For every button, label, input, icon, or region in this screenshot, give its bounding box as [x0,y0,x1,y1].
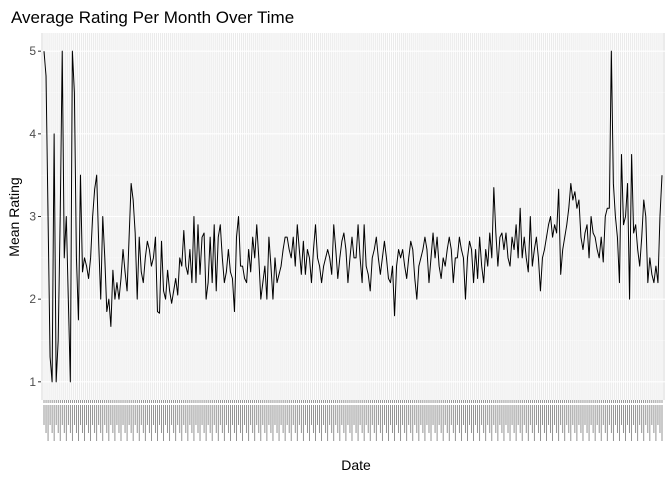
y-axis-label: Mean Rating [6,177,22,256]
y-tick-label: 3 [29,210,36,224]
y-axis: 1 2 3 4 5 [29,44,41,389]
series-line-path [43,50,663,383]
x-axis-label: Date [341,457,371,473]
series-line [43,50,663,383]
y-tick-label: 4 [29,127,36,141]
y-tick-label: 2 [29,292,36,306]
chart-title: Average Rating Per Month Over Time [11,8,294,27]
x-axis [43,400,663,441]
y-tick-label: 5 [29,44,36,58]
y-tick-label: 1 [29,375,36,389]
plot-panel [41,33,665,400]
